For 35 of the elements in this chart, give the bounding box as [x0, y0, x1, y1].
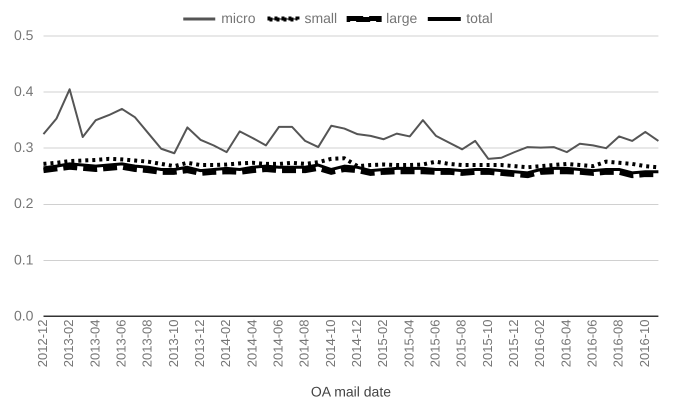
x-tick-label: 2014-04	[244, 319, 260, 368]
x-tick-label: 2016-06	[584, 319, 600, 368]
x-tick-label: 2016-08	[610, 319, 626, 368]
x-tick-label: 2013-08	[140, 319, 155, 368]
legend-label: micro	[221, 10, 256, 26]
y-tick-label: 0.5	[14, 26, 34, 43]
y-tick-label: 0.3	[14, 139, 34, 156]
x-axis-title: OA mail date	[310, 383, 392, 400]
x-tick-label: 2013-12	[192, 319, 208, 368]
y-tick-label: 0.4	[14, 82, 34, 99]
x-tick-label: 2015-06	[428, 319, 443, 368]
x-tick-label: 2014-10	[322, 319, 338, 368]
x-tick-label: 2014-06	[270, 319, 286, 368]
x-tick-label: 2013-10	[166, 319, 181, 368]
x-tick-label: 2014-02	[218, 319, 234, 368]
x-tick-label: 2013-06	[114, 319, 129, 368]
x-tick-label: 2015-04	[401, 319, 416, 368]
x-tick-label: 2012-12	[35, 319, 50, 368]
x-tick-label: 2016-04	[558, 319, 574, 368]
x-tick-label: 2016-10	[636, 319, 652, 368]
x-tick-label: 2014-08	[296, 319, 312, 368]
y-tick-label: 0.2	[14, 195, 34, 212]
legend-label: total	[466, 10, 493, 26]
x-tick-label: 2015-08	[454, 319, 469, 368]
y-tick-label: 0.1	[14, 251, 34, 268]
legend-label: large	[386, 10, 418, 26]
x-tick-label: 2013-02	[61, 319, 76, 368]
x-tick-label: 2016-02	[532, 319, 548, 368]
x-tick-label: 2013-04	[87, 319, 102, 368]
x-tick-label: 2014-12	[349, 319, 364, 368]
x-tick-label: 2015-12	[506, 319, 522, 368]
x-tick-label: 2015-10	[480, 319, 495, 368]
x-tick-label: 2015-02	[375, 319, 390, 368]
y-tick-label: 0.0	[14, 307, 34, 324]
legend-label: small	[304, 10, 338, 26]
